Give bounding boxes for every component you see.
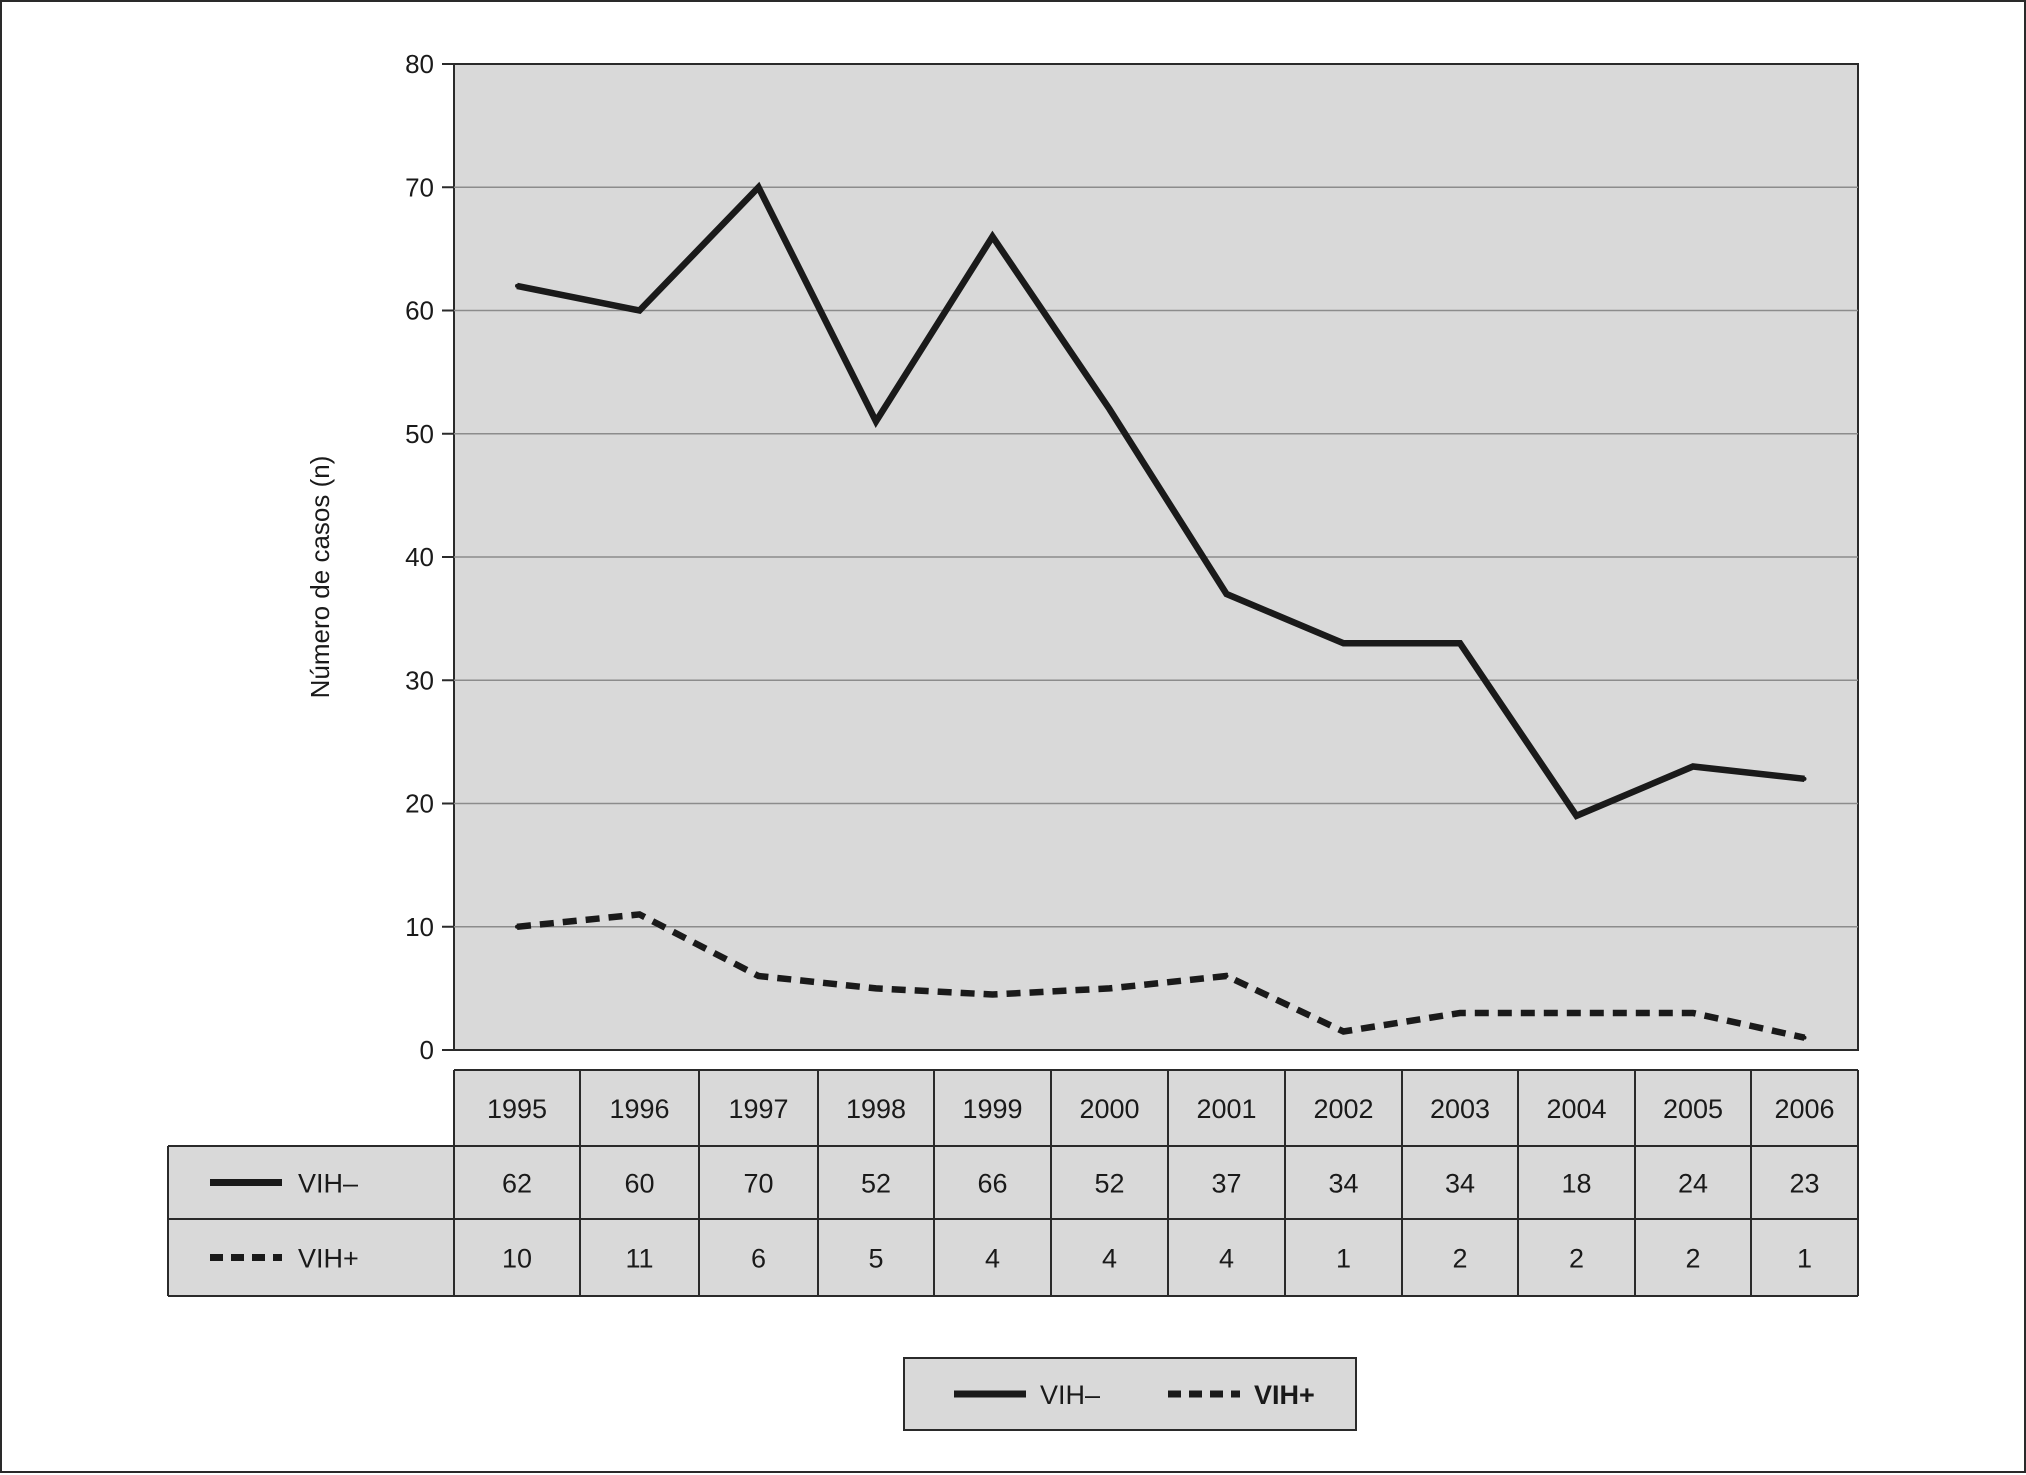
y-tick-label-50: 50 bbox=[405, 419, 434, 449]
table-row-label-0: VIH– bbox=[298, 1169, 358, 1199]
y-tick-label-70: 70 bbox=[405, 172, 434, 202]
table-cell-s1-8: 2 bbox=[1452, 1244, 1467, 1274]
table-header-2003: 2003 bbox=[1430, 1094, 1490, 1124]
table-cell-s0-9: 18 bbox=[1561, 1169, 1591, 1199]
table-cell-s1-5: 4 bbox=[1102, 1244, 1117, 1274]
table-header-2004: 2004 bbox=[1546, 1094, 1606, 1124]
y-tick-label-30: 30 bbox=[405, 665, 434, 695]
table-cell-s1-2: 6 bbox=[751, 1244, 766, 1274]
table-cell-s0-0: 62 bbox=[502, 1169, 532, 1199]
table-header-row-bg bbox=[454, 1070, 1858, 1146]
table-header-1997: 1997 bbox=[728, 1094, 788, 1124]
data-point-s1-2 bbox=[756, 974, 761, 979]
table-row-label-1: VIH+ bbox=[298, 1244, 359, 1274]
table-cell-s0-2: 70 bbox=[743, 1169, 773, 1199]
table-header-2005: 2005 bbox=[1663, 1094, 1723, 1124]
table-cell-s1-6: 4 bbox=[1219, 1244, 1234, 1274]
data-point-s0-7 bbox=[1341, 641, 1346, 646]
data-point-s1-9 bbox=[1574, 1011, 1579, 1016]
data-point-s1-1 bbox=[637, 912, 642, 917]
y-tick-label-60: 60 bbox=[405, 296, 434, 326]
data-point-s1-4 bbox=[990, 992, 995, 997]
data-point-s0-11 bbox=[1802, 776, 1807, 781]
data-point-s1-0 bbox=[515, 924, 519, 929]
y-tick-label-20: 20 bbox=[405, 789, 434, 819]
table-header-1999: 1999 bbox=[962, 1094, 1022, 1124]
data-point-s0-0 bbox=[515, 283, 519, 288]
table-cell-s1-11: 1 bbox=[1797, 1244, 1812, 1274]
data-point-s0-5 bbox=[1107, 407, 1112, 412]
y-tick-label-0: 0 bbox=[420, 1035, 434, 1065]
table-header-2001: 2001 bbox=[1196, 1094, 1256, 1124]
legend-label-1: VIH+ bbox=[1254, 1380, 1315, 1410]
table-cell-s0-5: 52 bbox=[1094, 1169, 1124, 1199]
y-tick-label-80: 80 bbox=[405, 49, 434, 79]
data-point-s1-3 bbox=[874, 986, 878, 991]
data-point-s1-7 bbox=[1341, 1029, 1346, 1034]
table-header-1998: 1998 bbox=[846, 1094, 906, 1124]
series-line-0 bbox=[516, 181, 1805, 820]
table-body-bg bbox=[168, 1146, 1858, 1296]
data-point-s0-1 bbox=[637, 308, 642, 313]
data-point-s1-10 bbox=[1691, 1011, 1695, 1016]
table-header-1996: 1996 bbox=[609, 1094, 669, 1124]
y-tick-label-40: 40 bbox=[405, 542, 434, 572]
table-cell-s0-10: 24 bbox=[1678, 1169, 1708, 1199]
data-point-s1-11 bbox=[1802, 1035, 1807, 1040]
table-cell-s0-7: 34 bbox=[1328, 1169, 1358, 1199]
table-cell-s1-1: 11 bbox=[625, 1244, 653, 1274]
data-point-s0-6 bbox=[1224, 591, 1229, 596]
table-cell-s1-3: 5 bbox=[868, 1244, 883, 1274]
y-axis-title: Número de casos (n) bbox=[305, 456, 335, 699]
legend-label-0: VIH– bbox=[1040, 1380, 1100, 1410]
data-point-s0-8 bbox=[1458, 641, 1462, 646]
data-point-s0-2 bbox=[756, 185, 761, 190]
table-cell-s1-10: 2 bbox=[1685, 1244, 1700, 1274]
table-cell-s0-4: 66 bbox=[977, 1169, 1007, 1199]
table-header-2002: 2002 bbox=[1313, 1094, 1373, 1124]
data-point-s1-8 bbox=[1458, 1011, 1462, 1016]
data-point-s0-10 bbox=[1691, 764, 1695, 769]
table-cell-s0-3: 52 bbox=[861, 1169, 891, 1199]
table-cell-s1-4: 4 bbox=[985, 1244, 1000, 1274]
data-point-s0-3 bbox=[874, 419, 878, 424]
table-cell-s1-7: 1 bbox=[1336, 1244, 1351, 1274]
table-header-2006: 2006 bbox=[1774, 1094, 1834, 1124]
data-point-s0-4 bbox=[990, 234, 995, 239]
series-line-1 bbox=[516, 911, 1806, 1041]
table-cell-s0-11: 23 bbox=[1789, 1169, 1819, 1199]
table-cell-s1-9: 2 bbox=[1569, 1244, 1584, 1274]
table-header-1995: 1995 bbox=[487, 1094, 547, 1124]
table-cell-s1-0: 10 bbox=[502, 1244, 532, 1274]
table-header-2000: 2000 bbox=[1079, 1094, 1139, 1124]
data-point-s1-5 bbox=[1107, 986, 1112, 991]
table-cell-s0-1: 60 bbox=[624, 1169, 654, 1199]
data-point-s0-9 bbox=[1574, 813, 1579, 818]
table-cell-s0-8: 34 bbox=[1445, 1169, 1475, 1199]
data-point-s1-6 bbox=[1224, 974, 1229, 979]
table-cell-s0-6: 37 bbox=[1211, 1169, 1241, 1199]
y-tick-label-10: 10 bbox=[405, 912, 434, 942]
